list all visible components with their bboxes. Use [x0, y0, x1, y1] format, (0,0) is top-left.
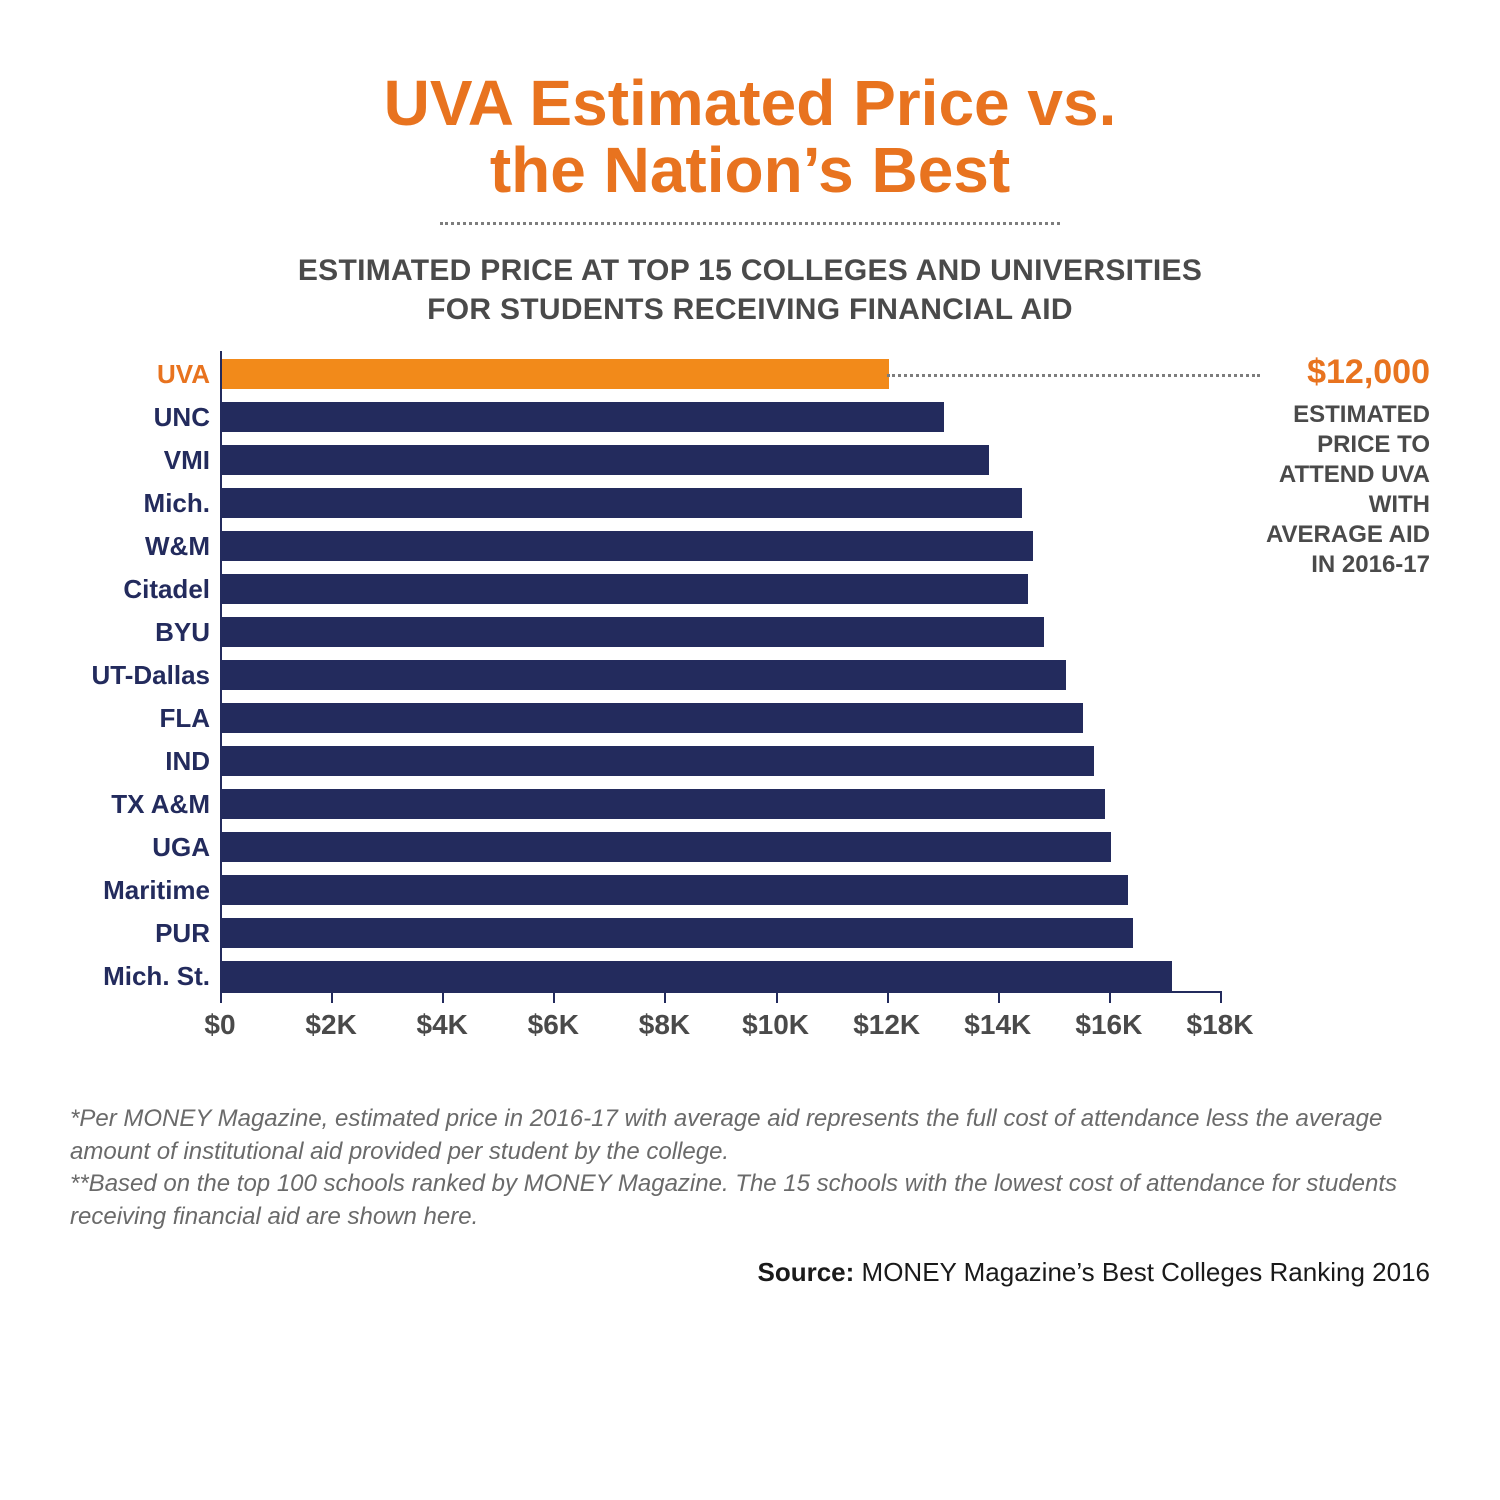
- bar-chart: UVA UNC VMI Mich. W&M Citadel BYU UT-Dallas FLA I…: [70, 359, 1430, 1053]
- x-tick: [220, 991, 222, 1003]
- bar: [222, 359, 889, 389]
- y-axis-label: TX A&M: [70, 791, 210, 817]
- x-tick: [664, 991, 666, 1003]
- x-tick: [998, 991, 1000, 1003]
- chart-container: UVA UNC VMI Mich. W&M Citadel BYU UT-Dallas FLA I…: [70, 359, 1430, 1053]
- x-tick: [1109, 991, 1111, 1003]
- x-axis-label: $8K: [639, 1009, 690, 1041]
- x-tick: [442, 991, 444, 1003]
- y-axis-label: UT-Dallas: [70, 662, 210, 688]
- x-axis: [220, 991, 1220, 993]
- chart-subtitle: ESTIMATED PRICE AT TOP 15 COLLEGES AND U…: [70, 251, 1430, 329]
- bar: [222, 875, 1128, 905]
- y-axis-label: W&M: [70, 533, 210, 559]
- y-axis-label: UNC: [70, 404, 210, 430]
- title-separator: [440, 222, 1060, 225]
- bar: [222, 402, 944, 432]
- bar: [222, 445, 989, 475]
- y-axis-label: FLA: [70, 705, 210, 731]
- x-tick: [887, 991, 889, 1003]
- bar: [222, 574, 1028, 604]
- callout: $12,000 ESTIMATED PRICE TOATTEND UVA WITH…: [1260, 353, 1430, 580]
- x-axis-label: $4K: [417, 1009, 468, 1041]
- x-tick: [776, 991, 778, 1003]
- bar: [222, 488, 1022, 518]
- y-axis-label: IND: [70, 748, 210, 774]
- callout-value: $12,000: [1260, 353, 1430, 392]
- bar: [222, 789, 1105, 819]
- title-line2: the Nation’s Best: [490, 134, 1010, 206]
- y-axis-label: VMI: [70, 447, 210, 473]
- x-tick: [1220, 991, 1222, 1003]
- y-axis-label: Citadel: [70, 576, 210, 602]
- x-axis-label: $10K: [742, 1009, 809, 1041]
- x-axis-label: $18K: [1187, 1009, 1254, 1041]
- x-axis-label: $16K: [1075, 1009, 1142, 1041]
- subtitle-line1: ESTIMATED PRICE AT TOP 15 COLLEGES AND U…: [298, 254, 1202, 287]
- bar: [222, 531, 1033, 561]
- footnote-line: *Per MONEY Magazine, estimated price in …: [70, 1103, 1430, 1168]
- bar: [222, 746, 1094, 776]
- x-axis-label: $14K: [964, 1009, 1031, 1041]
- subtitle-line2: FOR STUDENTS RECEIVING FINANCIAL AID: [427, 293, 1073, 326]
- y-axis-label: Mich. St.: [70, 963, 210, 989]
- source-label: Source:: [757, 1257, 854, 1287]
- x-axis-label: $6K: [528, 1009, 579, 1041]
- callout-text: ESTIMATED PRICE TOATTEND UVA WITHAVERAGE…: [1260, 400, 1430, 580]
- bar: [222, 918, 1133, 948]
- source-text: MONEY Magazine’s Best Colleges Ranking 2…: [862, 1257, 1430, 1287]
- y-axis-label: UGA: [70, 834, 210, 860]
- footnotes: *Per MONEY Magazine, estimated price in …: [70, 1103, 1430, 1233]
- x-tick: [331, 991, 333, 1003]
- bar: [222, 961, 1172, 991]
- bar: [222, 617, 1044, 647]
- footnote-line: **Based on the top 100 schools ranked by…: [70, 1168, 1430, 1233]
- y-axis-label: PUR: [70, 920, 210, 946]
- y-axis-label: UVA: [70, 361, 210, 387]
- y-axis-label: BYU: [70, 619, 210, 645]
- y-axis-label: Maritime: [70, 877, 210, 903]
- source-line: Source: MONEY Magazine’s Best Colleges R…: [70, 1257, 1430, 1288]
- bar: [222, 703, 1083, 733]
- x-axis-label: $12K: [853, 1009, 920, 1041]
- chart-title: UVA Estimated Price vs. the Nation’s Bes…: [70, 70, 1430, 204]
- y-axis-label: Mich.: [70, 490, 210, 516]
- bar: [222, 832, 1111, 862]
- x-axis-label: $0: [204, 1009, 235, 1041]
- x-axis-label: $2K: [305, 1009, 356, 1041]
- bar: [222, 660, 1066, 690]
- x-tick: [553, 991, 555, 1003]
- callout-leader-line: [887, 374, 1260, 377]
- title-line1: UVA Estimated Price vs.: [384, 67, 1117, 139]
